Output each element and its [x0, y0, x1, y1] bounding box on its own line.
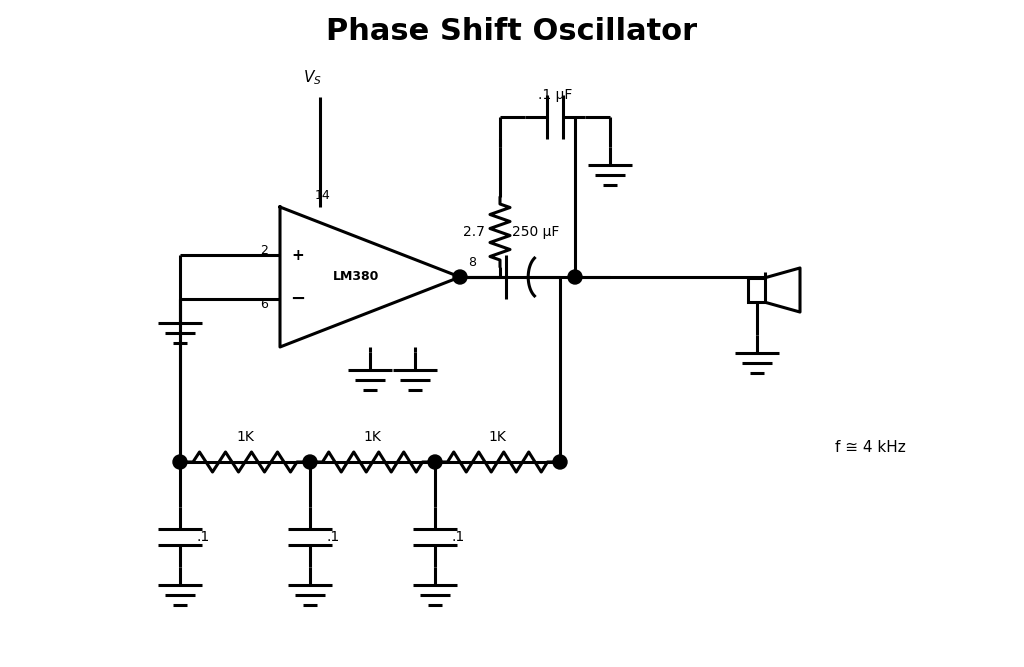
Text: 2: 2	[260, 243, 268, 257]
Circle shape	[173, 455, 187, 469]
Text: .1: .1	[197, 530, 210, 544]
Text: 1K: 1K	[237, 430, 254, 444]
Circle shape	[303, 455, 317, 469]
Text: −: −	[291, 290, 305, 308]
Text: +: +	[292, 247, 304, 263]
Circle shape	[453, 270, 467, 284]
Text: LM380: LM380	[333, 271, 379, 283]
Bar	[748, 277, 765, 302]
Circle shape	[568, 270, 582, 284]
Circle shape	[553, 455, 567, 469]
Text: 8: 8	[468, 255, 476, 269]
Text: Phase Shift Oscillator: Phase Shift Oscillator	[327, 17, 697, 47]
Text: 6: 6	[260, 297, 268, 311]
Text: 250 μF: 250 μF	[512, 225, 559, 239]
Text: 1K: 1K	[364, 430, 381, 444]
Text: .1 μF: .1 μF	[538, 88, 572, 102]
Text: .1: .1	[327, 530, 340, 544]
Text: 14: 14	[315, 189, 331, 202]
Text: f ≅ 4 kHz: f ≅ 4 kHz	[835, 440, 905, 454]
Circle shape	[428, 455, 442, 469]
Text: 2.7: 2.7	[463, 225, 485, 239]
Text: $V_S$: $V_S$	[302, 68, 322, 87]
Text: .1: .1	[452, 530, 465, 544]
Text: 1K: 1K	[488, 430, 507, 444]
